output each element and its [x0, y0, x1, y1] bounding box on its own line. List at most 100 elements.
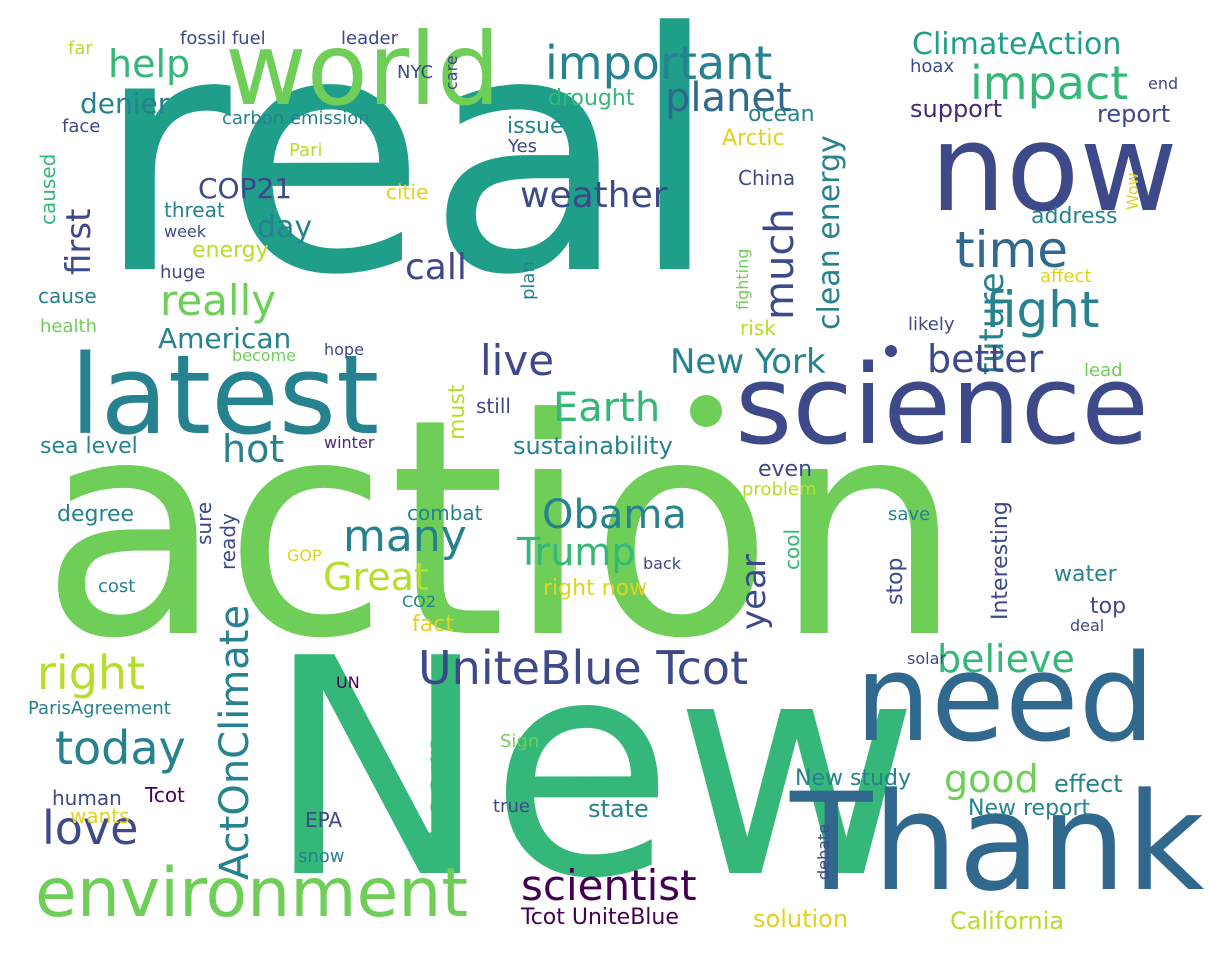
word-nyc: NYC	[397, 62, 434, 83]
word-solar: solar	[907, 649, 946, 668]
word-care: care	[442, 55, 461, 90]
word-now: now	[930, 100, 1178, 239]
word-clean-energy: clean energy	[812, 135, 847, 330]
word-cop21: COP21	[198, 172, 293, 205]
word-top: top	[1090, 594, 1127, 619]
word-pari: Pari	[289, 140, 323, 161]
word-interesting: Interesting	[988, 501, 1013, 620]
word-caused: caused	[36, 153, 60, 225]
word-epa: EPA	[305, 808, 343, 832]
word-un: UN	[336, 673, 360, 692]
word-live: live	[480, 336, 555, 385]
word-new-report: New report	[968, 796, 1091, 821]
word-human: human	[52, 786, 122, 810]
word-water: water	[1054, 562, 1117, 587]
word-winter: winter	[324, 433, 375, 452]
word-new-study: New study	[795, 766, 911, 791]
word-world: world	[225, 11, 501, 128]
word-trump: Trump	[517, 530, 636, 574]
word-sustainability: sustainability	[513, 432, 673, 460]
word-cause: cause	[38, 284, 97, 308]
word-good: good	[944, 757, 1039, 801]
dot-decoration	[885, 345, 897, 357]
word-affect: affect	[1040, 266, 1092, 287]
word-first: first	[59, 208, 99, 275]
word-state: state	[588, 795, 649, 823]
word-combat: combat	[407, 501, 483, 525]
word-new-york: New York	[670, 342, 826, 382]
word-china: China	[738, 166, 796, 190]
word-science: science	[735, 341, 1149, 469]
word-health: health	[40, 316, 97, 337]
word-american: American	[158, 322, 292, 355]
word-impact: impact	[970, 56, 1129, 110]
word-report: report	[1097, 100, 1171, 128]
word-today: today	[55, 721, 186, 775]
word-scientist: scientist	[521, 861, 697, 910]
word-effect: effect	[1054, 770, 1123, 798]
word-really: really	[160, 276, 277, 325]
word-great: Great	[323, 555, 429, 599]
word-become: become	[232, 346, 297, 365]
word-stop: stop	[883, 557, 908, 605]
word-call: call	[405, 247, 467, 288]
word-citie: citie	[386, 180, 429, 204]
word-love: love	[42, 801, 139, 855]
word-arctic: Arctic	[722, 126, 785, 151]
word-gop: GOP	[287, 546, 322, 565]
word-risk: risk	[740, 316, 776, 340]
word-believe: believe	[937, 637, 1075, 681]
word-plan: plan	[518, 261, 539, 300]
word-lead: lead	[1084, 360, 1123, 381]
word-hope: hope	[324, 340, 364, 359]
word-help: help	[108, 42, 191, 86]
word-cost: cost	[98, 576, 136, 597]
word-fighting: fighting	[733, 248, 752, 310]
word-sure: sure	[192, 501, 216, 545]
word-address: address	[1031, 204, 1118, 229]
word-likely: likely	[908, 314, 955, 335]
word-uniteblue-tcot: UniteBlue Tcot	[418, 641, 749, 695]
word-fact: fact	[412, 612, 454, 637]
word-wants: wants	[70, 804, 130, 828]
word-far: far	[68, 38, 93, 59]
word-year: year	[734, 554, 774, 630]
word-tcot: Tcot	[145, 783, 185, 807]
word-many: many	[343, 511, 467, 562]
word-snow: snow	[298, 846, 345, 867]
word-drought: drought	[548, 86, 635, 111]
word-fight: fight	[985, 281, 1100, 339]
word-much: much	[757, 208, 803, 320]
word-latest: latest	[70, 331, 380, 459]
word-threat: threat	[164, 198, 225, 222]
word-day: day	[257, 210, 313, 245]
word-right-now: right now	[543, 576, 648, 601]
word-new: New	[265, 595, 920, 944]
word-carbon-emission: carbon emission	[222, 108, 370, 129]
word-save: save	[888, 504, 931, 525]
word-need: need	[855, 630, 1155, 769]
word-back: back	[643, 554, 682, 573]
word-environment: environment	[35, 854, 469, 933]
word-even: even	[758, 457, 813, 482]
word-cool: cool	[780, 528, 804, 570]
word-hot: hot	[222, 427, 285, 471]
word-deal: deal	[1070, 616, 1105, 635]
word-co2: CO2	[402, 592, 436, 611]
word-wow: Wow	[1123, 172, 1142, 210]
word-sea-level: sea level	[40, 434, 138, 459]
word-week: week	[164, 222, 207, 241]
word-still: still	[476, 394, 511, 418]
word-right: right	[37, 646, 146, 700]
word-thank: Thank	[790, 764, 1205, 921]
word-degree: degree	[57, 502, 135, 527]
word-obama: Obama	[542, 492, 687, 538]
word-energy: energy	[192, 238, 269, 263]
word-solution: solution	[753, 905, 849, 933]
word-must: must	[445, 384, 470, 440]
word-action: action	[40, 355, 964, 704]
word-learn: Learn	[417, 733, 461, 840]
word-hoax: hoax	[910, 56, 955, 77]
word-end: end	[1148, 74, 1179, 93]
word-sign: Sign	[500, 731, 540, 752]
